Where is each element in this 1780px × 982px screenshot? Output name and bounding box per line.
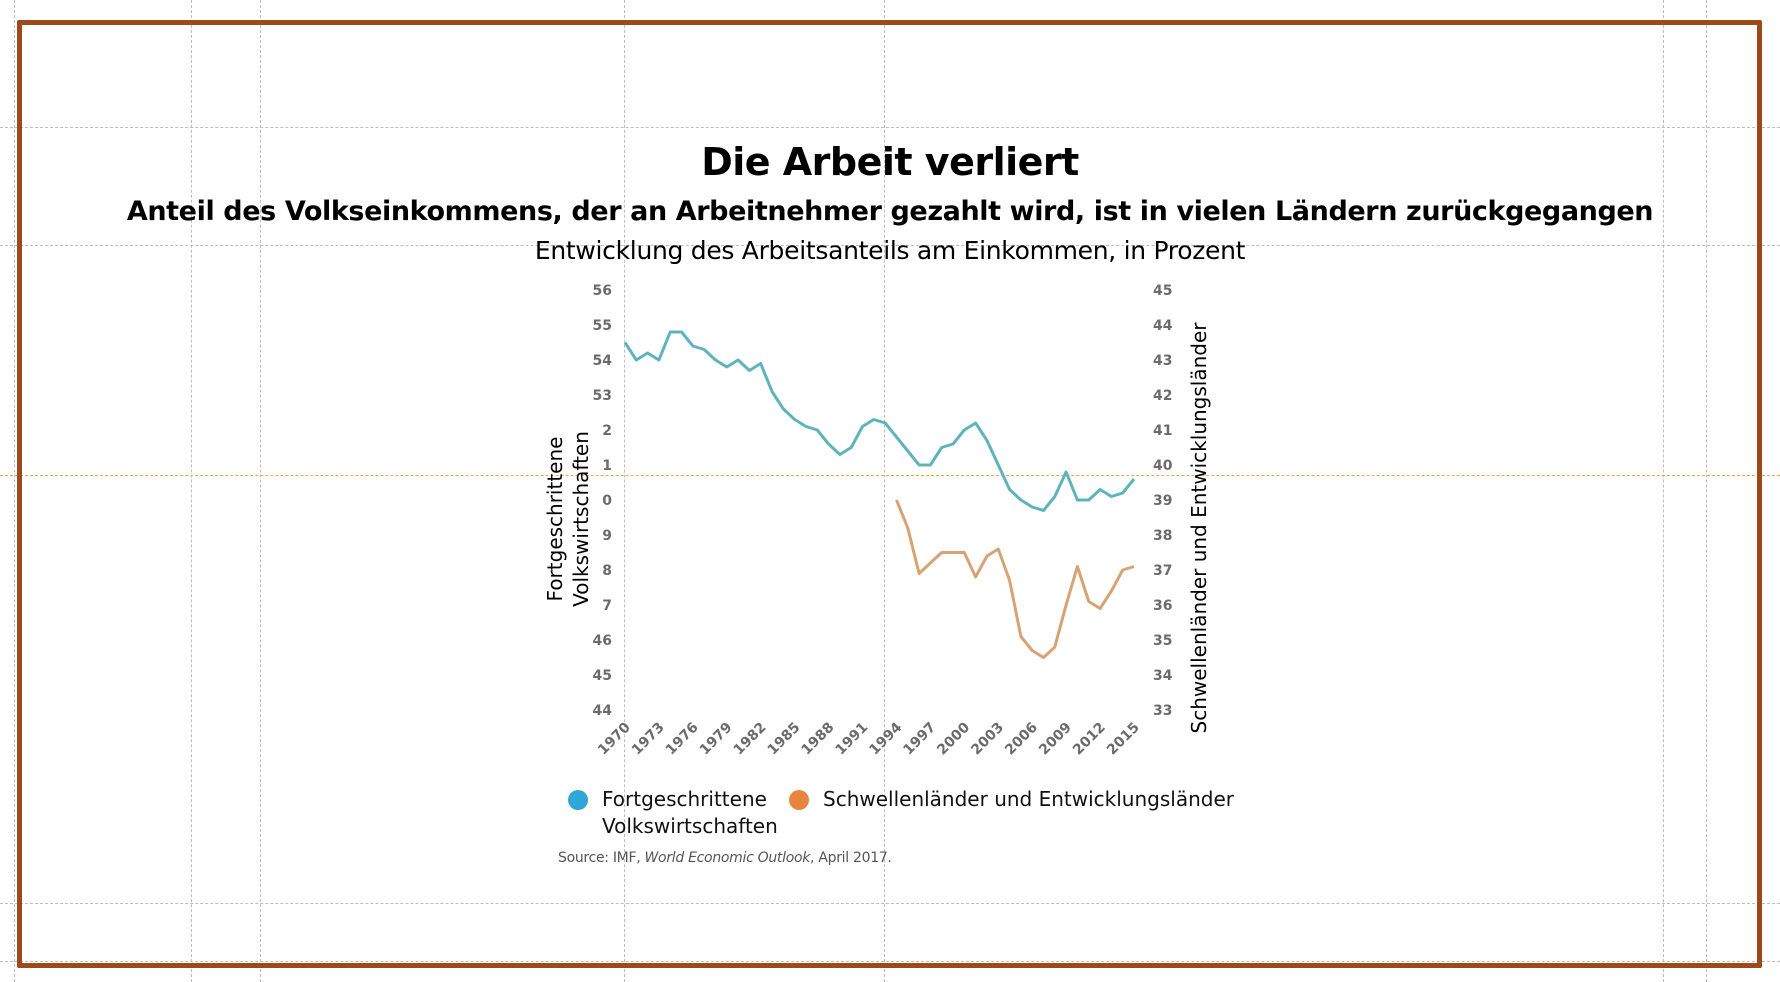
x-tick-label: 1994 <box>866 719 905 758</box>
y-left-tick-label: 9 <box>602 528 612 544</box>
series-line-advanced-economies <box>623 330 1136 512</box>
y-left-tick-label: 2 <box>602 423 612 439</box>
x-tick-label: 1982 <box>731 720 770 759</box>
y-right-tick-label: 35 <box>1153 633 1172 649</box>
y-left-tick-label: 44 <box>593 703 613 719</box>
slide-subtitle: Anteil des Volkseinkommens, der an Arbei… <box>126 196 1654 227</box>
x-tick-label: 1997 <box>900 720 939 759</box>
y-right-tick-label: 43 <box>1153 353 1172 369</box>
y-left-tick-label: 46 <box>593 633 612 649</box>
source-suffix: , April 2017. <box>810 850 892 866</box>
y-right-tick-label: 40 <box>1153 458 1173 474</box>
y-left-tick-label: 1 <box>602 458 612 474</box>
y-right-tick-label: 33 <box>1153 703 1172 719</box>
guide-line-horizontal <box>0 903 1780 904</box>
x-tick-label: 1970 <box>595 719 634 758</box>
x-tick-label: 2015 <box>1104 720 1143 759</box>
x-tick-label: 1991 <box>832 720 871 759</box>
legend-label-line1: Fortgeschrittene <box>602 787 767 811</box>
x-tick-label: 1985 <box>765 720 804 759</box>
guide-line-vertical <box>191 0 192 982</box>
y-left-tick-label: 54 <box>593 353 613 369</box>
y-left-tick-label: 7 <box>602 598 612 614</box>
guide-line-vertical <box>1663 0 1664 982</box>
y-left-tick-label: 45 <box>593 668 612 684</box>
y-right-tick-label: 34 <box>1153 668 1173 684</box>
y-left-tick-label: 55 <box>593 318 612 334</box>
x-tick-label: 2003 <box>968 720 1007 759</box>
y-left-tick-label: 53 <box>593 388 612 404</box>
y-axis-right-title: Schwellenländer und Entwicklungsländer <box>1187 322 1211 734</box>
y-left-tick-label: 8 <box>602 563 612 579</box>
y-right-tick-label: 44 <box>1153 318 1173 334</box>
guide-line-vertical <box>14 0 15 982</box>
slide-title: Die Arbeit verliert <box>701 140 1079 184</box>
series-group <box>623 330 1136 659</box>
source-note: Source: IMF, World Economic Outlook, Apr… <box>558 850 892 866</box>
legend-marker-blue-icon <box>568 790 588 810</box>
y-left-tick-label: 56 <box>593 283 612 299</box>
x-tick-label: 2012 <box>1070 720 1109 759</box>
x-tick-label: 2009 <box>1036 720 1075 759</box>
chart-caption: Entwicklung des Arbeitsanteils am Einkom… <box>534 236 1246 265</box>
legend-label-line2: Volkswirtschaften <box>602 814 778 838</box>
x-tick-label: 2006 <box>1002 720 1041 759</box>
guide-line-horizontal <box>0 961 1780 962</box>
x-tick-label: 2000 <box>934 719 973 758</box>
y-right-tick-label: 45 <box>1153 283 1172 299</box>
legend-label: Schwellenländer und Entwicklungsländer <box>823 787 1234 811</box>
y-right-tick-label: 42 <box>1153 388 1172 404</box>
y-left-tick-label: 0 <box>602 493 612 509</box>
series-line-emerging-economies <box>895 499 1135 659</box>
legend-marker-orange-icon <box>789 790 809 810</box>
y-axis-right: 45 44 43 42 41 40 39 38 37 36 35 34 33 <box>1153 283 1173 719</box>
x-tick-label: 1979 <box>697 720 736 759</box>
x-tick-label: 1973 <box>629 720 668 759</box>
guide-line-horizontal <box>0 245 1780 246</box>
guide-line-horizontal <box>0 127 1780 128</box>
y-axis-left-title-line1: Fortgeschrittene <box>543 437 567 602</box>
y-right-tick-label: 38 <box>1153 528 1172 544</box>
slide-frame <box>17 20 1762 968</box>
guide-line-horizontal-center <box>0 475 1780 476</box>
guide-line-vertical <box>884 0 885 982</box>
y-right-tick-label: 39 <box>1153 493 1172 509</box>
x-tick-label: 1988 <box>799 720 838 759</box>
source-prefix: Source: IMF, <box>558 850 645 866</box>
x-axis: 1970197319761979198219851988199119941997… <box>595 719 1143 758</box>
y-right-tick-label: 37 <box>1153 563 1172 579</box>
guide-line-vertical <box>260 0 261 982</box>
x-tick-label: 1976 <box>663 720 702 759</box>
y-right-tick-label: 36 <box>1153 598 1172 614</box>
guide-line-vertical <box>624 0 625 982</box>
guide-line-vertical <box>1706 0 1707 982</box>
source-publication: World Economic Outlook <box>644 850 811 866</box>
y-axis-left-title-line2: Volkswirtschaften <box>569 431 593 607</box>
y-right-tick-label: 41 <box>1153 423 1172 439</box>
